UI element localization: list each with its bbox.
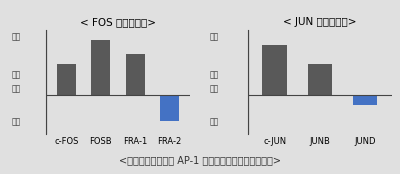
Text: 変化: 変化	[11, 84, 21, 93]
Bar	[308, 64, 332, 95]
Text: 上昇: 上昇	[209, 32, 219, 41]
Text: 発現: 発現	[11, 70, 21, 79]
Title: < JUN ファミリー>: < JUN ファミリー>	[283, 17, 357, 27]
Text: 低下: 低下	[11, 117, 21, 126]
Text: 上昇: 上昇	[11, 32, 21, 41]
Bar	[160, 95, 179, 121]
Text: <紫外線照射による AP-1 構成タンパク質の発現変化>: <紫外線照射による AP-1 構成タンパク質の発現変化>	[119, 155, 281, 165]
Text: 発現: 発現	[209, 70, 219, 79]
Bar	[352, 95, 377, 105]
Bar	[57, 64, 76, 95]
Text: 変化: 変化	[209, 84, 219, 93]
Text: 低下: 低下	[209, 117, 219, 126]
Bar	[126, 54, 145, 95]
Bar	[92, 41, 110, 95]
Title: < FOS ファミリー>: < FOS ファミリー>	[80, 17, 156, 27]
Bar	[262, 45, 287, 95]
